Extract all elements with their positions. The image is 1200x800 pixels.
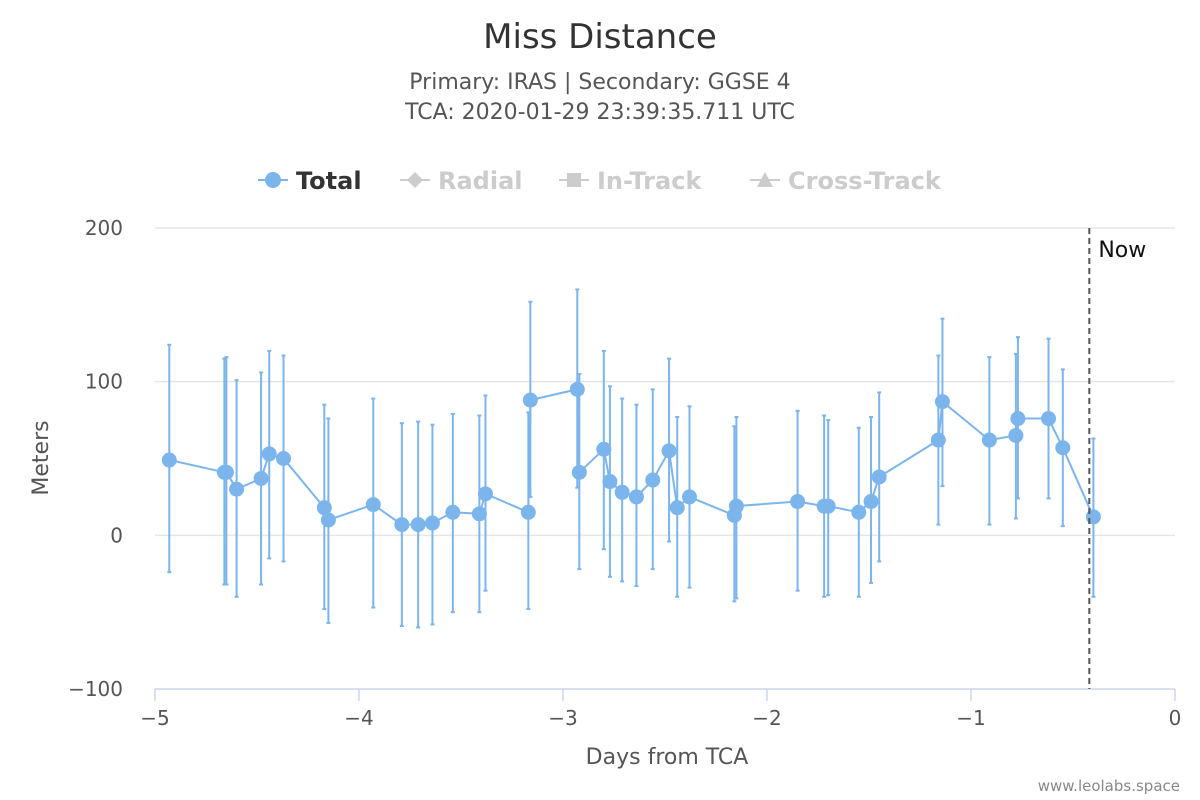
legend-item-cross-track[interactable]: Cross-Track	[750, 167, 942, 195]
legend-label: Cross-Track	[788, 167, 942, 195]
legend-circle-icon	[265, 172, 281, 188]
data-point[interactable]	[661, 443, 677, 459]
data-point[interactable]	[218, 464, 234, 480]
data-point[interactable]	[981, 432, 997, 448]
data-point[interactable]	[424, 515, 440, 531]
legend-triangle-icon	[757, 172, 773, 187]
data-point[interactable]	[320, 512, 336, 528]
data-point[interactable]	[1010, 411, 1026, 427]
legend-item-total[interactable]: Total	[258, 167, 362, 195]
y-tick-label: 100	[85, 370, 123, 394]
x-tick-label: −1	[956, 706, 985, 730]
series-total	[161, 381, 1101, 533]
x-axis-title: Days from TCA	[586, 745, 749, 770]
x-tick-label: 0	[1169, 706, 1182, 730]
x-tick-label: −2	[752, 706, 781, 730]
data-point[interactable]	[681, 489, 697, 505]
data-point[interactable]	[790, 494, 806, 510]
data-point[interactable]	[645, 472, 661, 488]
data-point[interactable]	[253, 470, 269, 486]
data-point[interactable]	[365, 497, 381, 513]
x-tick-label: −4	[344, 706, 373, 730]
legend-diamond-icon	[407, 172, 423, 188]
x-tick-label: −3	[548, 706, 577, 730]
data-point[interactable]	[596, 441, 612, 457]
data-point[interactable]	[728, 498, 744, 514]
data-point[interactable]	[851, 504, 867, 520]
data-point[interactable]	[161, 452, 177, 468]
x-tick-label: −5	[140, 706, 169, 730]
y-tick-label: 200	[85, 216, 123, 240]
y-tick-label: 0	[110, 523, 123, 547]
data-point[interactable]	[477, 486, 493, 502]
chart-title: Miss Distance	[483, 17, 717, 57]
data-point[interactable]	[614, 484, 630, 500]
data-point[interactable]	[1055, 440, 1071, 456]
data-point[interactable]	[863, 494, 879, 510]
data-point[interactable]	[1041, 411, 1057, 427]
credit-link[interactable]: www.leolabs.space	[1038, 777, 1180, 795]
error-bars	[167, 288, 1096, 629]
legend-item-in-track[interactable]: In-Track	[559, 167, 702, 195]
data-point[interactable]	[229, 481, 245, 497]
legend-square-icon	[567, 173, 581, 187]
legend-item-radial[interactable]: Radial	[400, 167, 523, 195]
data-point[interactable]	[569, 381, 585, 397]
data-point[interactable]	[628, 489, 644, 505]
axes: −100 0 100 200 −5 −4 −3 −2 −1 0	[68, 216, 1181, 730]
data-point[interactable]	[316, 500, 332, 516]
data-point[interactable]	[934, 394, 950, 410]
series-line	[169, 388, 1095, 526]
data-point[interactable]	[930, 432, 946, 448]
data-point[interactable]	[669, 500, 685, 516]
legend-label: Radial	[438, 167, 523, 195]
data-point[interactable]	[571, 464, 587, 480]
now-plot-line: Now	[1088, 228, 1146, 689]
data-point[interactable]	[871, 469, 887, 485]
data-point[interactable]	[1008, 427, 1024, 443]
data-point[interactable]	[522, 392, 538, 408]
chart-subtitle-tca: TCA: 2020-01-29 23:39:35.711 UTC	[404, 100, 795, 125]
legend-label: Total	[296, 167, 362, 195]
data-point[interactable]	[276, 451, 292, 466]
data-point[interactable]	[445, 504, 461, 520]
data-point[interactable]	[1085, 509, 1101, 525]
data-point[interactable]	[394, 517, 410, 533]
legend-label: In-Track	[597, 167, 702, 195]
data-point[interactable]	[820, 498, 836, 514]
data-point[interactable]	[602, 474, 618, 490]
data-point[interactable]	[410, 517, 426, 533]
data-point[interactable]	[471, 506, 487, 522]
y-axis-title: Meters	[29, 420, 54, 495]
data-point[interactable]	[261, 446, 277, 462]
chart-subtitle-primary-secondary: Primary: IRAS | Secondary: GGSE 4	[409, 70, 790, 95]
y-tick-label: −100	[68, 677, 123, 701]
chart-legend: Total Radial In-Track Cross-Track	[258, 167, 942, 195]
data-point[interactable]	[520, 504, 536, 520]
now-label: Now	[1098, 238, 1146, 263]
